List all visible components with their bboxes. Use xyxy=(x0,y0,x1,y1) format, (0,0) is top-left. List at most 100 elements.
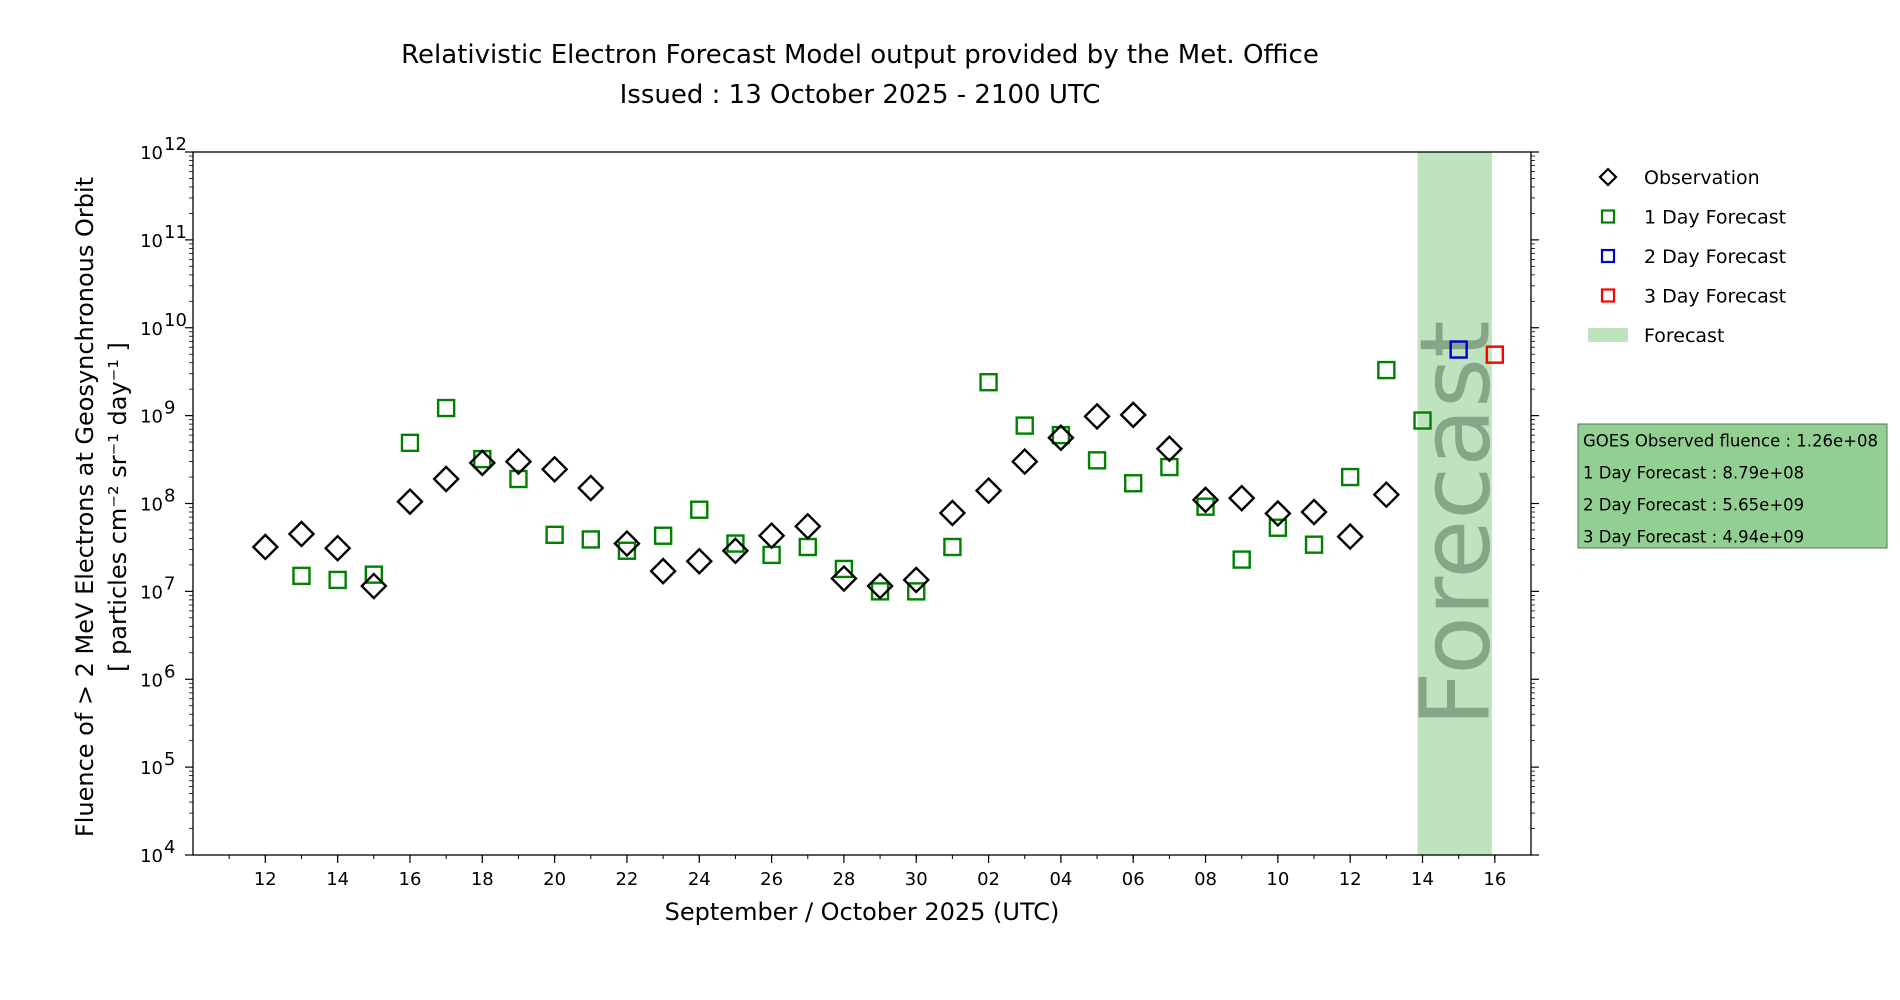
1-day-forecast-point xyxy=(473,449,492,469)
x-tick-label: 24 xyxy=(688,869,711,890)
x-tick-label: 28 xyxy=(832,869,855,890)
info-box-line: 1 Day Forecast : 8.79e+08 xyxy=(1583,464,1804,483)
y-tick-exponent: 8 xyxy=(164,486,175,507)
y-tick-base: 10 xyxy=(140,846,163,867)
legend-label-forecast: Forecast xyxy=(1644,325,1724,347)
plot-frame xyxy=(192,151,1532,856)
y-tick-exponent: 12 xyxy=(164,134,187,155)
1-day-forecast-point xyxy=(1377,360,1396,380)
x-tick-label: 16 xyxy=(399,869,422,890)
y-tick-base: 10 xyxy=(140,231,163,252)
legend-label-3-day-forecast: 3 Day Forecast xyxy=(1644,286,1786,308)
y-tick-label: 10 9 xyxy=(140,398,175,428)
observation-point xyxy=(540,455,569,483)
legend-marker-forecast xyxy=(1588,328,1628,342)
legend-label-2-day-forecast: 2 Day Forecast xyxy=(1644,246,1786,268)
y-tick-label: 10 5 xyxy=(140,749,175,779)
observation-point xyxy=(757,522,786,550)
x-tick-label: 04 xyxy=(1049,869,1072,890)
y-tick-label: 10 4 xyxy=(140,837,175,867)
x-tick-label: 14 xyxy=(326,869,349,890)
y-tick-label: 10 6 xyxy=(140,661,175,691)
observation-point xyxy=(1011,447,1039,476)
x-tick-label: 22 xyxy=(615,869,638,890)
1-day-forecast-point xyxy=(1304,535,1324,554)
observation-point xyxy=(360,572,388,600)
1-day-forecast-point xyxy=(436,398,456,418)
observation-point xyxy=(866,572,894,600)
x-tick-label: 06 xyxy=(1122,869,1145,890)
3-day-forecast-point xyxy=(1485,345,1505,364)
observation-point xyxy=(974,476,1003,505)
1-day-forecast-point xyxy=(328,570,347,590)
observation-point xyxy=(1119,401,1147,429)
observation-point xyxy=(251,533,280,561)
y-tick-exponent: 11 xyxy=(164,222,187,243)
observation-point xyxy=(721,537,750,565)
observation-point xyxy=(938,499,967,527)
legend: Observation 1 Day Forecast 2 Day Forecast 3… xyxy=(1588,167,1786,347)
1-day-forecast-point xyxy=(726,534,745,553)
1-day-forecast-point xyxy=(653,526,673,545)
observation-point xyxy=(685,547,713,575)
observation-point xyxy=(432,465,460,493)
y-tick-label: 10 11 xyxy=(140,222,187,252)
y-tick-label: 10 10 xyxy=(140,310,187,340)
y-tick-exponent: 10 xyxy=(164,310,187,331)
1-day-forecast-point xyxy=(1015,416,1034,435)
x-tick-label: 26 xyxy=(760,869,783,890)
1-day-forecast-point xyxy=(943,537,962,557)
legend-marker-observation xyxy=(1598,167,1618,187)
y-axis-label-line1: Fluence of > 2 MeV Electrons at Geosynch… xyxy=(71,177,99,837)
observation-point xyxy=(649,557,677,585)
1-day-forecast-point xyxy=(617,541,637,560)
observation-point xyxy=(1083,402,1111,431)
observation-point xyxy=(1372,480,1401,509)
observation-point xyxy=(396,487,424,516)
observation-point xyxy=(1228,484,1256,512)
y-tick-label: 10 7 xyxy=(140,573,175,603)
observation-point xyxy=(323,534,352,562)
y-tick-label: 10 8 xyxy=(140,486,175,516)
x-tick-label: 10 xyxy=(1266,869,1289,890)
1-day-forecast-point xyxy=(1340,467,1360,487)
forecast-region: Forecast xyxy=(1400,152,1512,855)
x-tick-label: 18 xyxy=(471,869,494,890)
legend-marker-2-day-forecast xyxy=(1600,248,1616,264)
1-day-forecast-point xyxy=(545,525,564,545)
1-day-forecast-point xyxy=(1413,411,1432,430)
1-day-forecast-point xyxy=(907,582,926,601)
y-tick-label: 10 12 xyxy=(140,134,187,164)
observation-point xyxy=(794,512,822,541)
y-tick-exponent: 7 xyxy=(164,573,175,594)
observation-point xyxy=(577,474,605,502)
info-box: GOES Observed fluence : 1.26e+08 1 Day Fo… xyxy=(1577,423,1888,549)
1-day-forecast-point xyxy=(1196,497,1215,516)
y-tick-exponent: 6 xyxy=(164,661,175,682)
1-day-forecast-point xyxy=(581,530,600,549)
x-tick-label: 14 xyxy=(1411,869,1434,890)
2-day-forecast-point xyxy=(1449,340,1468,359)
info-box-background xyxy=(1577,423,1888,549)
1-day-forecast-point xyxy=(1160,457,1179,477)
chart-subtitle: Issued : 13 October 2025 - 2100 UTC xyxy=(620,80,1101,110)
observation-point xyxy=(1264,499,1292,528)
y-tick-base: 10 xyxy=(140,758,163,779)
y-tick-exponent: 9 xyxy=(164,398,175,419)
observation-point xyxy=(504,447,533,476)
observation-point xyxy=(287,520,316,548)
x-axis-ticks: 12 14 16 18 20 22 24 26 28 30 02 04 06 08 10 12 14 16 xyxy=(228,855,1506,890)
y-tick-base: 10 xyxy=(140,143,163,164)
1-day-forecast-point xyxy=(834,559,854,579)
x-tick-label: 12 xyxy=(1339,869,1362,890)
x-tick-label: 02 xyxy=(977,869,1000,890)
observation-point xyxy=(830,564,858,593)
y-tick-base: 10 xyxy=(140,495,163,516)
y-tick-base: 10 xyxy=(140,670,163,691)
info-box-line: 3 Day Forecast : 4.94e+09 xyxy=(1583,528,1804,547)
chart-title: Relativistic Electron Forecast Model out… xyxy=(401,40,1319,70)
x-tick-label: 20 xyxy=(543,869,566,890)
1-day-forecast-point xyxy=(1268,518,1288,537)
x-axis-label: September / October 2025 (UTC) xyxy=(665,898,1060,926)
